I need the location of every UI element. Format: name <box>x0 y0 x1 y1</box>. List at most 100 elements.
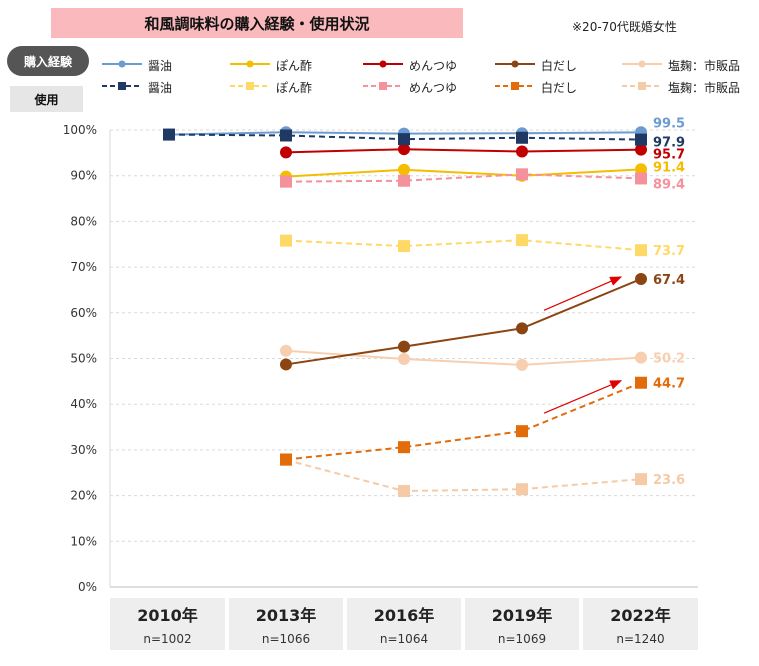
legend-marker-soy_use <box>118 82 126 90</box>
series-line-shiokoji <box>285 349 642 366</box>
series-line-shirodashi_use <box>285 381 642 461</box>
legend-marker-shiokoji <box>638 60 646 68</box>
data-point-shiokoji_use <box>516 483 528 496</box>
data-label-mentsuyu: 95.7 <box>653 148 685 163</box>
series-line-ponzu <box>285 168 642 178</box>
legend-label-ponzu-use: ぽん酢 <box>276 81 313 95</box>
end-labels: 50.2 67.4 91.495.7 99.5 23.6 44.7 73.7 89.4 97.9 <box>653 116 685 488</box>
legend-label-soy-use: 醤油 <box>148 81 173 95</box>
y-tick-label: 70% <box>70 260 97 274</box>
legend-marker-soy <box>118 60 126 68</box>
data-point-shirodashi <box>398 340 410 353</box>
sample-size: n=1064 <box>379 632 429 646</box>
legend-marks <box>102 60 662 90</box>
series-line-mentsuyu <box>285 148 642 154</box>
legend-badge-purchase: 購入経験 <box>7 46 89 76</box>
data-point-shiokoji <box>398 352 410 365</box>
data-point-mentsuyu_use <box>635 172 647 185</box>
data-point-soy_use <box>280 129 292 142</box>
data-label-shiokoji: 50.2 <box>653 352 685 367</box>
data-point-shirodashi <box>635 272 647 285</box>
data-label-shirodashi: 67.4 <box>653 273 685 288</box>
data-point-shiokoji <box>635 351 647 364</box>
data-point-soy_use <box>398 133 410 146</box>
legend-label-shirodashi: 白だし <box>541 59 578 73</box>
y-tick-label: 40% <box>70 397 97 411</box>
legend-label-mentsuyu-use: めんつゆ <box>409 81 458 95</box>
data-point-ponzu_use <box>516 234 528 247</box>
legend-marker-shirodashi <box>511 60 519 68</box>
series-line-ponzu_use <box>285 239 642 252</box>
legend-label-shiokoji-use: 塩麹：市販品 <box>668 81 741 95</box>
legend-marker-shiokoji_use <box>638 82 646 90</box>
x-tick-label: 2019年 <box>491 606 553 625</box>
legend-marker-ponzu_use <box>246 82 254 90</box>
legend-marker-ponzu <box>246 60 254 68</box>
y-tick-label: 80% <box>70 214 97 228</box>
y-tick-label: 60% <box>70 306 97 320</box>
data-point-shirodashi_use <box>516 425 528 438</box>
legend-label-shiokoji: 塩麹：市販品 <box>668 59 741 73</box>
legend-label-shirodashi-use: 白だし <box>541 81 578 95</box>
x-tick-label: 2022年 <box>610 606 671 625</box>
data-point-soy_use <box>635 133 647 146</box>
series-line-shiokoji_use <box>285 458 642 493</box>
x-tick-label: 2013年 <box>255 606 317 625</box>
data-point-mentsuyu_use <box>516 168 528 181</box>
y-tick-label: 10% <box>70 534 97 548</box>
y-tick-label: 100% <box>63 123 97 137</box>
data-point-shirodashi_use <box>280 453 292 466</box>
data-point-mentsuyu_use <box>280 175 292 188</box>
x-category-2013: 2013年 n=1066 <box>229 598 343 650</box>
x-tick-label: 2016年 <box>373 606 435 625</box>
data-point-ponzu_use <box>635 244 647 257</box>
data-point-shirodashi_use <box>398 441 410 454</box>
trend-arrow-0 <box>543 276 623 311</box>
y-tick-label: 0% <box>78 580 97 594</box>
series-layer <box>163 126 647 498</box>
data-point-shirodashi_use <box>635 376 647 389</box>
data-point-mentsuyu <box>516 145 528 158</box>
legend-marker-mentsuyu_use <box>379 82 387 90</box>
y-tick-label: 20% <box>70 489 97 503</box>
data-label-soy_use: 97.9 <box>653 136 685 151</box>
data-point-ponzu <box>635 163 647 176</box>
legend-marker-shirodashi_use <box>511 82 519 90</box>
data-point-ponzu_use <box>280 234 292 247</box>
population-note: ※20-70代既婚女性 <box>572 20 677 34</box>
data-label-ponzu: 91.4 <box>653 160 685 175</box>
data-point-shiokoji_use <box>398 485 410 498</box>
data-label-shirodashi_use: 44.7 <box>653 377 685 392</box>
chart-title: 和風調味料の購入経験・使用状況 <box>51 8 463 38</box>
data-point-shiokoji <box>280 344 292 357</box>
y-tick-label: 90% <box>70 169 97 183</box>
data-point-ponzu_use <box>398 240 410 253</box>
sample-size: n=1066 <box>261 632 311 646</box>
data-point-ponzu <box>398 163 410 176</box>
sample-size: n=1069 <box>497 632 547 646</box>
legend-badge-use: 使用 <box>10 86 83 112</box>
data-point-mentsuyu <box>398 143 410 156</box>
legend-marker-mentsuyu <box>379 60 387 68</box>
data-label-soy: 99.5 <box>653 116 685 131</box>
legend-label-ponzu: ぽん酢 <box>276 59 313 73</box>
x-category-2019: 2019年 n=1069 <box>465 598 579 650</box>
data-point-shirodashi <box>516 322 528 335</box>
legend-label-soy: 醤油 <box>148 59 173 73</box>
series-line-mentsuyu_use <box>285 173 642 183</box>
x-category-2010: 2010年 n=1002 <box>110 598 225 650</box>
data-point-mentsuyu_use <box>398 174 410 187</box>
data-point-mentsuyu <box>635 143 647 156</box>
data-point-shirodashi <box>280 358 292 371</box>
y-tick-label: 50% <box>70 352 97 366</box>
data-point-shiokoji_use <box>635 473 647 486</box>
data-point-soy_use <box>163 128 175 141</box>
y-tick-label: 30% <box>70 443 97 457</box>
data-point-mentsuyu <box>280 146 292 159</box>
sample-size: n=1002 <box>143 632 192 646</box>
data-label-mentsuyu_use: 89.4 <box>653 177 685 192</box>
trend-arrows <box>543 276 623 414</box>
x-category-2016: 2016年 n=1064 <box>347 598 461 650</box>
series-line-shirodashi <box>285 278 642 366</box>
